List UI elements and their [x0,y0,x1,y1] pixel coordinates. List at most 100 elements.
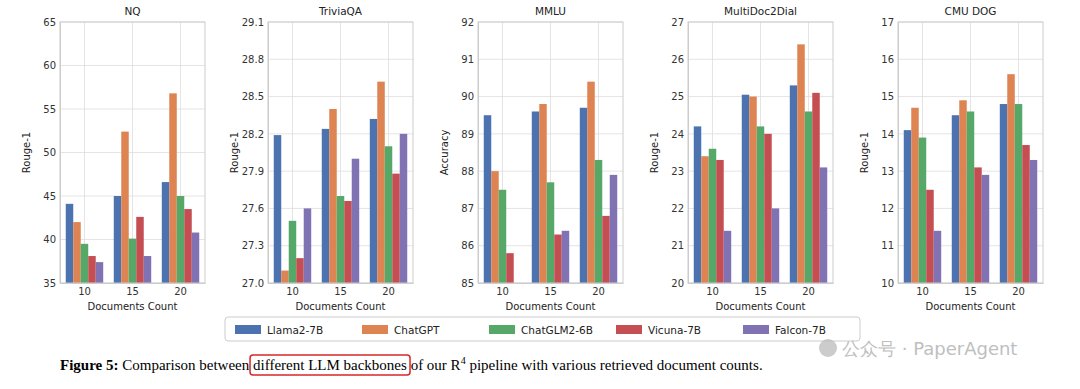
x-axis-title: Documents Count [506,301,596,312]
bar [192,233,199,283]
tick: 27 [671,17,688,28]
bar [580,108,587,283]
legend-swatch [362,325,388,334]
tick: 13 [881,166,898,177]
plot-frame [688,22,833,283]
bar [352,159,359,283]
tick-label: 28.2 [242,129,264,140]
axis-line [479,283,624,284]
tick-label: 16 [881,54,894,65]
bar [377,82,384,283]
tick: 45 [43,191,60,202]
bar [491,171,498,283]
tick-label: 21 [671,240,684,251]
y-axis-title: Rouge-1 [229,132,240,173]
x-axis: 101520 [269,283,414,297]
subplot: 2021222324252627101520MultiDoc2DialDocum… [649,5,834,312]
bar [281,271,288,283]
bar [547,182,554,283]
chart-title: CMU DOG [945,5,997,17]
tick-label: 10 [496,286,509,297]
tick-label: 27.0 [242,278,264,289]
y-axis-title: Accuracy [439,130,450,176]
y-axis: 27.027.327.627.928.228.528.829.1 [242,17,269,289]
legend-label: Vicuna-7B [648,324,701,336]
tick: 50 [43,147,60,158]
subplot: 8586878889909192101520MMLUDocuments Coun… [439,5,624,312]
tick: 85 [461,278,478,289]
tick: 15 [334,283,347,297]
y-axis: 35404550556065 [43,17,60,289]
plot-area [898,22,1043,283]
tick: 92 [461,17,478,28]
tick-label: 10 [916,286,929,297]
tick-label: 15 [334,286,347,297]
axis-line [898,23,899,284]
bar [322,129,329,283]
legend-swatch [489,325,515,334]
tick-label: 23 [671,166,684,177]
tick: 40 [43,234,60,245]
caption-label: Figure 5: [60,357,118,373]
bar [304,208,311,283]
bar [1000,104,1007,283]
bar [329,109,336,283]
bar [701,156,708,283]
x-axis: 101520 [899,283,1044,297]
tick: 29.1 [242,17,268,28]
bar [385,146,392,283]
x-axis-title: Documents Count [296,301,386,312]
bar [757,126,764,283]
tick: 11 [881,240,898,251]
axis-line [269,283,414,284]
tick-label: 20 [592,286,605,297]
bar [904,130,911,283]
tick-label: 15 [126,286,139,297]
bar [144,256,151,283]
y-axis: 8586878889909192 [461,17,478,289]
tick-label: 14 [881,129,894,140]
bar [959,100,966,283]
tick: 10 [496,283,509,297]
tick-label: 55 [43,104,56,115]
y-axis: 1011121314151617 [881,17,898,289]
bar [96,262,103,283]
tick: 15 [754,283,767,297]
bar [554,235,561,283]
watermark-icon [819,339,837,357]
y-axis: 2021222324252627 [671,17,688,289]
bar [764,134,771,283]
tick-label: 45 [43,191,56,202]
tick-label: 28.5 [242,91,264,102]
bar [184,209,191,283]
bar [169,93,176,283]
bar [602,216,609,283]
plot-area [688,22,833,283]
tick: 15 [964,283,977,297]
tick-label: 13 [881,166,894,177]
bar [790,85,797,283]
bar [1015,104,1022,283]
tick: 20 [174,283,187,297]
bar [709,149,716,283]
bars [694,44,827,283]
plot-area [478,22,623,283]
bar [539,104,546,283]
bars [274,82,407,283]
tick-label: 40 [43,234,56,245]
tick: 25 [671,91,688,102]
tick-label: 17 [881,17,894,28]
tick-label: 27.3 [242,240,264,251]
highlight-box [250,355,410,375]
bar [797,44,804,283]
tick: 12 [881,203,898,214]
caption-highlight: different LLM backbones [253,357,407,373]
chart-title: MultiDoc2Dial [724,5,797,17]
tick: 27.3 [242,240,268,251]
bar [499,190,506,283]
axis-line [478,23,479,284]
x-axis-title: Documents Count [88,301,178,312]
bar [274,135,281,283]
tick-label: 27.6 [242,203,264,214]
bar [289,221,296,283]
